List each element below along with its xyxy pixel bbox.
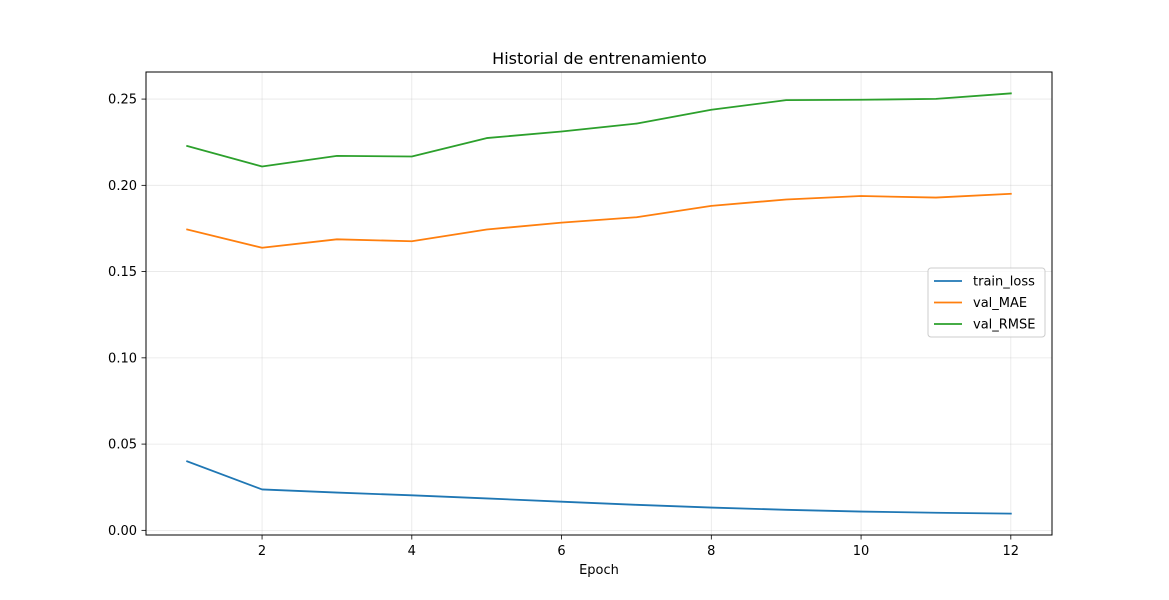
- y-tick-label: 0.05: [108, 438, 137, 453]
- y-tick-label: 0.20: [108, 179, 137, 194]
- tick-layer: 2 4 6 8 10 12 0.00 0.05 0.10 0.15 0.20 0.25: [108, 93, 1019, 559]
- x-tick-label: 2: [258, 544, 266, 559]
- y-tick-label: 0.00: [108, 524, 137, 539]
- x-tick-label: 4: [408, 544, 416, 559]
- legend: train_loss val_MAE val_RMSE: [927, 267, 1046, 338]
- y-tick-label: 0.25: [108, 93, 137, 108]
- y-tick-label: 0.10: [108, 351, 137, 366]
- series-layer: [186, 92, 1012, 515]
- legend-label: train_loss: [973, 275, 1035, 290]
- series-line-train-loss: [186, 460, 1012, 515]
- x-axis-label: Epoch: [579, 563, 619, 578]
- series-line-val-mae: [186, 192, 1012, 249]
- legend-box: [927, 267, 1046, 338]
- legend-label: val_RMSE: [973, 318, 1036, 333]
- x-tick-label: 6: [557, 544, 565, 559]
- x-tick-label: 8: [707, 544, 715, 559]
- legend-label: val_MAE: [973, 296, 1027, 311]
- chart-title: Historial de entrenamiento: [492, 49, 707, 68]
- series-line-val-rmse: [186, 92, 1012, 168]
- grid-layer: [146, 72, 1052, 535]
- x-tick-label: 10: [853, 544, 870, 559]
- x-tick-label: 12: [1003, 544, 1020, 559]
- plot-area-frame: [145, 71, 1053, 536]
- y-tick-label: 0.15: [108, 265, 137, 280]
